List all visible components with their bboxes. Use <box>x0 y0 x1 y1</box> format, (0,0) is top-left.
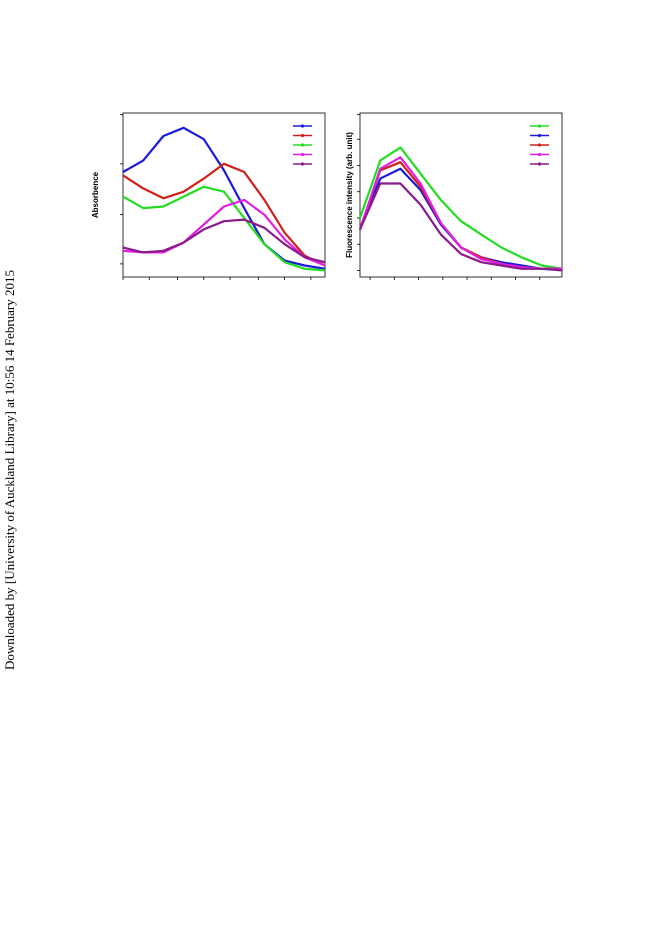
y-axis-label: Fluorescence intensity (arb. unit) <box>345 132 354 258</box>
series-line <box>122 162 326 267</box>
series-line <box>122 185 326 272</box>
plot-frame <box>359 112 563 278</box>
legend-marker <box>300 162 305 166</box>
legend-marker <box>300 143 305 147</box>
series-line <box>122 198 326 267</box>
series-line <box>122 218 326 264</box>
legend-marker <box>537 133 542 138</box>
legend-marker <box>300 133 305 138</box>
legend-marker <box>537 124 542 128</box>
legend-marker <box>537 152 542 157</box>
y-axis-label: Absorbence <box>91 171 100 218</box>
legend-marker <box>537 162 542 166</box>
series-line <box>358 146 563 270</box>
legend-marker <box>300 152 305 157</box>
series-line <box>358 182 563 272</box>
legend-marker <box>537 143 542 147</box>
legend-marker <box>300 124 305 128</box>
series-line <box>122 126 326 270</box>
download-notice: Downloaded by [University of Auckland Li… <box>2 270 17 670</box>
plot-frame <box>122 112 326 278</box>
